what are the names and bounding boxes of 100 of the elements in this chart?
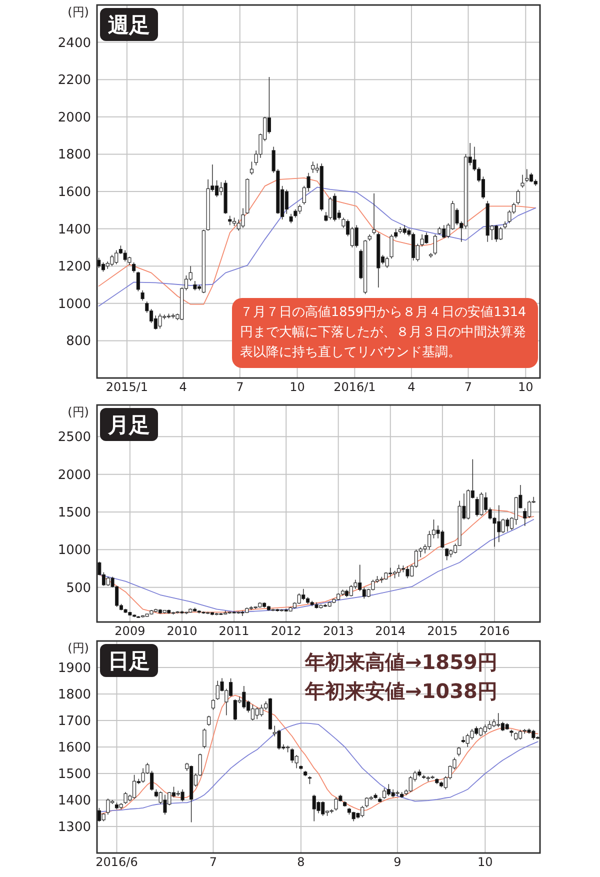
y-tick-label: 1300 [58,820,91,835]
candlestick [297,593,301,604]
candlestick [433,234,437,256]
candlestick [445,548,449,561]
candlestick [424,232,428,244]
candlestick [163,794,167,815]
candlestick [298,204,302,214]
candlestick [240,610,244,616]
candlestick [514,496,518,526]
y-tick-label: 2500 [58,430,91,446]
x-tick-label: 4 [408,380,416,394]
x-tick-label: 10 [478,855,493,869]
x-tick-label: 2015/1 [106,380,148,394]
candlestick [520,174,524,188]
candlestick [506,518,510,532]
candlestick [132,262,136,273]
candlestick [124,792,128,804]
candlestick [260,704,264,717]
x-tick-label: 2016/6 [96,855,138,869]
candlestick [475,496,479,517]
candlestick [158,313,162,329]
candlestick [136,271,140,292]
candlestick [132,774,136,800]
candlestick [478,726,483,737]
x-tick-label: 2016/1 [334,380,376,394]
candlestick [500,721,505,732]
chart-title: 月足 [107,413,150,437]
x-tick-label: 2015 [427,624,458,638]
candlestick [397,564,401,578]
x-tick-label: 2011 [218,624,250,638]
candlestick [510,729,514,737]
candlestick [110,254,114,266]
candlestick [106,798,110,815]
y-tick-label: 2000 [58,468,91,483]
candlestick [277,729,281,750]
candlestick [334,797,338,811]
y-tick-label: 1700 [58,714,91,729]
x-tick-label: 4 [179,380,187,394]
chart-title: 週足 [108,13,150,37]
candlestick [332,193,337,222]
candlestick [457,746,461,757]
candlestick [385,256,389,268]
candlestick [289,214,293,224]
y-tick-label: 1800 [58,148,91,163]
candlestick [525,168,529,183]
y-tick-label: 1500 [58,505,91,520]
x-tick-label: 2012 [270,624,302,638]
y-tick-label: 1000 [58,543,91,558]
candlestick [354,224,358,248]
candlestick [311,161,315,174]
chart-title: 日足 [108,649,150,673]
y-tick-label: 1600 [58,740,91,756]
y-tick-label: 1500 [58,767,91,782]
candlestick [498,226,502,240]
candlestick [382,788,386,800]
y-tick-label: 1400 [58,222,91,238]
y-tick-label: 1200 [58,260,91,275]
candlestick [470,728,474,740]
y-tick-label: 2200 [58,73,91,88]
candlestick [228,215,232,226]
candlestick [529,172,534,183]
y-tick-label: 1800 [58,688,91,702]
y-tick-label: 1400 [58,794,91,808]
x-tick-label: 2016 [479,624,510,638]
candlestick [372,193,376,235]
x-tick-label: 10 [290,380,305,394]
x-tick-label: 8 [297,855,305,869]
candlestick [390,234,394,259]
y-tick-label: 2000 [58,110,91,126]
y-tick-label: 2400 [58,36,91,51]
y-tick-label: 1900 [58,661,91,676]
x-tick-label: 10 [518,380,534,394]
y-tick-label: 800 [66,334,91,350]
y-tick-label: 500 [66,580,91,596]
candlestick [211,698,216,710]
candlestick [455,208,459,226]
candlestick [364,797,369,808]
y-axis-title: (円) [68,405,89,419]
annotation: ７月７日の高値1859円から８月４日の安値1314円まで大幅に下落したが、８月３日の中間決算発表以降に持ち直してリバウンド基調。 [240,304,526,360]
y-tick-label: 1000 [58,296,91,312]
candlestick [250,161,254,176]
candlestick [202,728,206,749]
candlestick [516,189,520,205]
candlestick [349,584,353,597]
candlestick [518,729,522,740]
annotation: 年初来高値→1859円 [304,650,498,674]
candlestick [140,290,144,301]
y-axis-title: (円) [68,5,89,19]
y-tick-label: 1600 [58,185,91,200]
x-tick-label: 9 [394,855,402,869]
candlestick [101,262,106,272]
candlestick [406,566,410,579]
x-tick-label: 2014 [375,624,406,638]
x-tick-label: 7 [464,380,472,394]
candlestick [207,715,211,726]
candlestick [480,492,484,516]
candlestick [284,189,288,214]
x-tick-label: 2009 [114,624,146,638]
annotation: 年初来安値→1038円 [304,679,498,703]
x-tick-label: 7 [209,855,218,869]
